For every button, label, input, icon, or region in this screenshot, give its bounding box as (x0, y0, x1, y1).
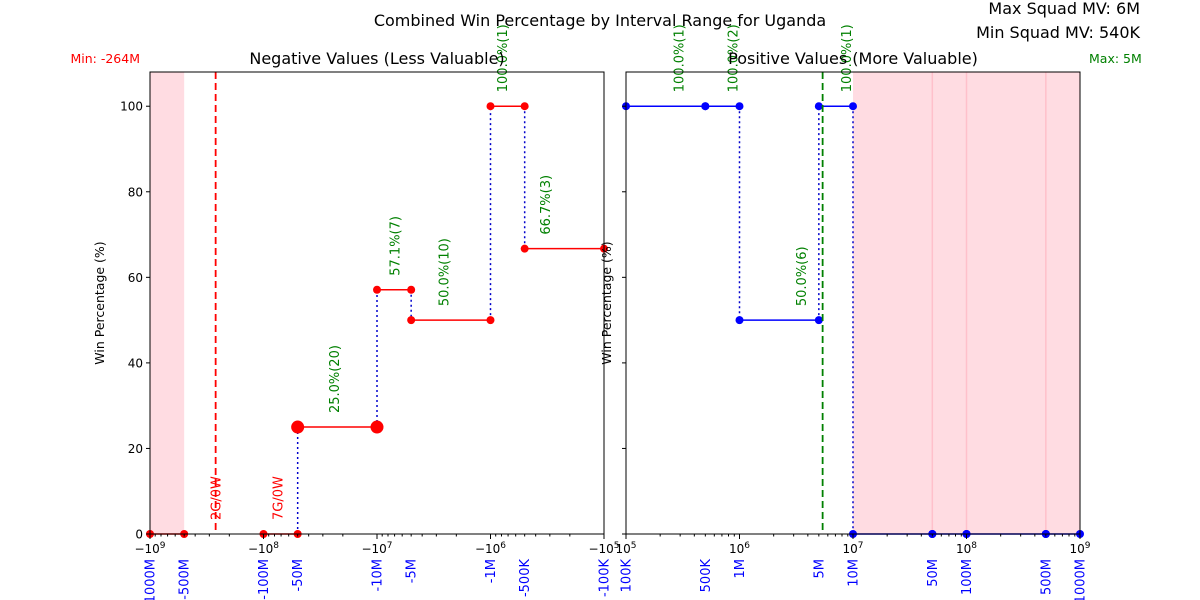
data-point (373, 285, 381, 294)
data-point (849, 102, 857, 111)
win-percentage-annotation: 100.0%(1) (496, 24, 511, 92)
data-point (486, 316, 495, 325)
x-tick-label: −106 (475, 541, 506, 556)
interval-boundary-label: -1000M (144, 559, 159, 600)
y-axis-label: Win Percentage (%) (599, 241, 614, 364)
interval-boundary-label: -10M (371, 559, 386, 591)
interval-boundary-label: 500K (699, 559, 714, 593)
win-percentage-annotation: 66.7%(3) (539, 175, 554, 235)
data-point (520, 244, 529, 253)
interval-boundary-label: -100K (598, 559, 613, 598)
interval-boundary-label: -50M (291, 559, 306, 591)
x-tick-label: 105 (615, 541, 636, 556)
y-axis-label: Win Percentage (%) (92, 241, 107, 364)
negative-values-panel: Min: -264M 2G/0W 7G/0W 25.0%(20) 57.1%(7) 50.… (70, 24, 619, 600)
data-point (701, 102, 710, 111)
y-tick-label: 40 (128, 356, 143, 370)
win-percentage-annotation: 25.0%(20) (328, 345, 343, 413)
y-tick-label: 20 (128, 442, 143, 456)
data-point (520, 102, 529, 111)
x-tick-label: 109 (1069, 541, 1090, 556)
interval-boundary-label: -5M (405, 559, 420, 583)
x-tick-label: 108 (956, 541, 977, 556)
shaded-range (150, 72, 185, 534)
win-percentage-annotation: 100.0%(2) (727, 24, 742, 92)
data-point (735, 102, 744, 111)
data-point (486, 102, 495, 111)
win-percentage-annotation: 50.0%(6) (795, 246, 810, 306)
x-tick-label: −109 (134, 541, 165, 556)
data-point (370, 420, 384, 434)
interval-boundary-label: -100M (257, 559, 272, 600)
x-tick-label: 106 (729, 541, 750, 556)
interval-boundary-label: 1000M (1074, 559, 1089, 600)
data-point (407, 285, 416, 294)
win-percentage-annotation: 57.1%(7) (389, 216, 404, 276)
zero-win-annotation: 2G/0W (210, 476, 225, 520)
data-point (291, 420, 305, 434)
win-percentage-annotation: 100.0%(1) (840, 24, 855, 92)
x-tick-label: −108 (248, 541, 279, 556)
panel-title: Positive Values (More Valuable) (728, 49, 978, 68)
x-tick-label: −105 (588, 541, 619, 556)
data-point (407, 316, 416, 325)
interval-boundary-label: -1M (484, 559, 499, 583)
interval-boundary-label: 5M (812, 559, 827, 579)
win-percentage-annotation: 50.0%(10) (437, 238, 452, 306)
y-tick-label: 80 (128, 185, 143, 199)
axes-frame (149, 71, 605, 535)
max-marker-label: Max: 5M (1089, 51, 1142, 66)
min-squad-mv: Min Squad MV: 540K (976, 23, 1140, 42)
x-tick-label: −107 (361, 541, 392, 556)
win-percentage-annotation: 7G/0W (272, 476, 287, 520)
data-point (735, 316, 744, 325)
interval-boundary-label: 500M (1039, 559, 1054, 595)
panel-title: Negative Values (Less Valuable) (249, 49, 504, 68)
interval-boundary-label: 100K (620, 559, 635, 593)
data-point (814, 316, 823, 325)
interval-boundary-label: -500K (518, 559, 533, 598)
interval-boundary-label: 10M (847, 559, 862, 587)
y-tick-label: 60 (128, 271, 143, 285)
interval-boundary-label: 50M (926, 559, 941, 587)
win-percentage-annotation: 100.0%(1) (672, 24, 687, 92)
max-squad-mv: Max Squad MV: 6M (988, 0, 1140, 18)
positive-values-panel: Max: 5M 100.0%(1) 100.0%(2) 50.0%(6) 100.0%(… (599, 24, 1142, 600)
interval-boundary-label: 1M (733, 559, 748, 579)
figure-title: Combined Win Percentage by Interval Rang… (374, 11, 826, 30)
y-tick-label: 100 (120, 100, 143, 114)
interval-boundary-label: 100M (960, 559, 975, 595)
x-tick-label: 107 (842, 541, 863, 556)
data-point (814, 102, 823, 111)
interval-boundary-label: -500M (178, 559, 193, 600)
y-tick-label: 0 (135, 528, 143, 542)
min-marker-label: Min: -264M (70, 51, 140, 66)
